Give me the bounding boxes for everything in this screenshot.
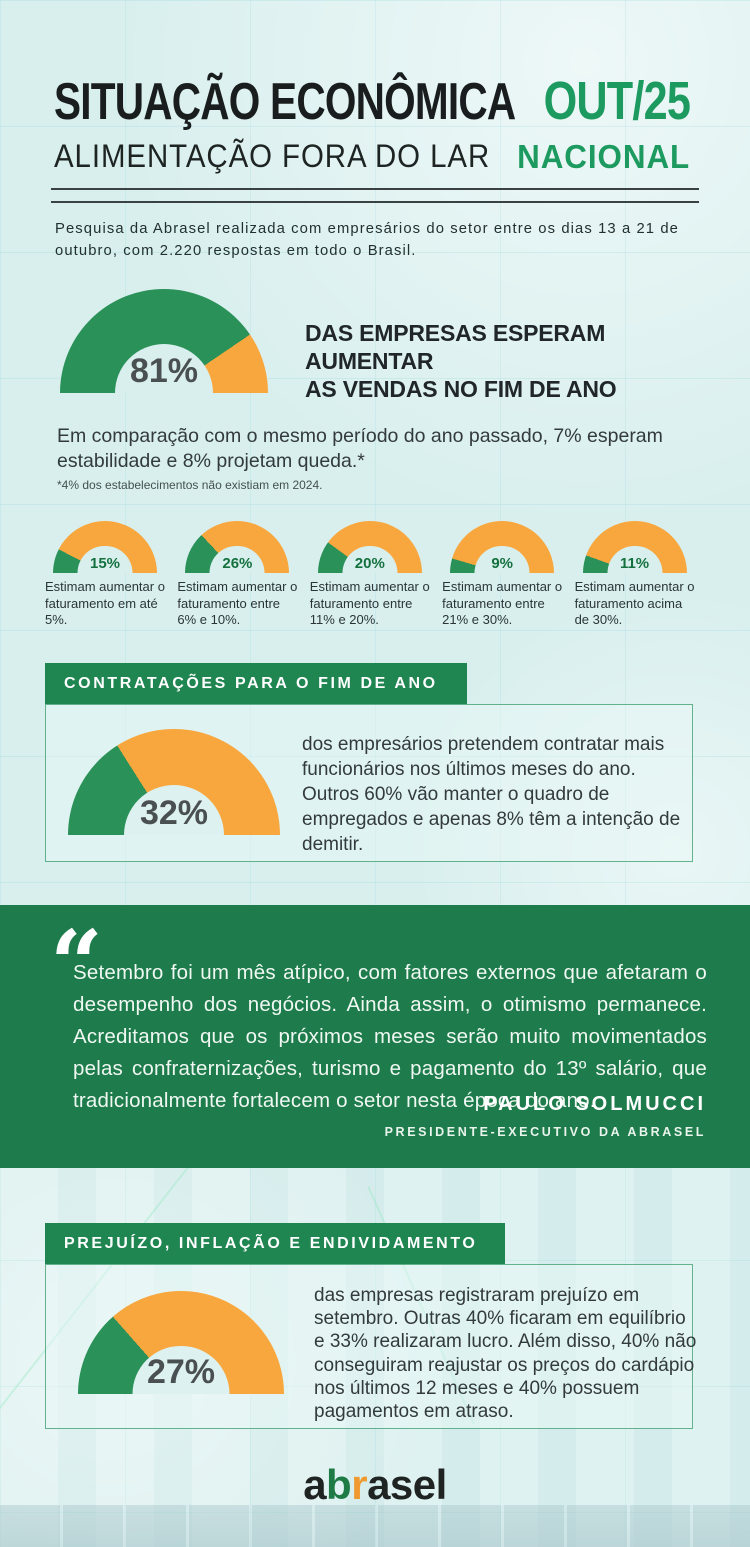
gauge-caption: Estimam aumentar o faturamento acima de … [574,579,695,627]
sales-gauge: 81% [60,289,268,393]
sales-body-text: Em comparação com o mesmo período do ano… [57,425,663,473]
mini-gauge-ate-5: 15% Estimam aumentar o faturamento em at… [45,521,177,629]
divider-line [51,201,699,203]
mini-gauge-acima-30: 11% Estimam aumentar o faturamento acima… [575,521,707,629]
gauge-caption: Estimam aumentar o faturamento entre 21%… [442,579,563,627]
page-title: SITUAÇÃO ECONÔMICA [54,73,516,131]
quote-text: Setembro foi um mês atípico, com fatores… [73,961,707,1112]
gauge-value: 20% [354,555,385,572]
logo-letter: r [351,1461,368,1508]
header-divider [51,188,699,203]
gauge: 26% [185,521,290,573]
quote-mark-icon: “ [50,910,103,1018]
mini-gauge-6-a-10: 26% Estimam aumentar o faturamento entre… [177,521,309,629]
losses-body-text: das empresas registraram prejuízo em set… [314,1285,697,1422]
quote-section: “ Setembro foi um mês atípico, com fator… [0,905,750,1168]
scope-label: NACIONAL [516,138,690,175]
sales-footnote: *4% dos estabelecimentos não existiam em… [57,478,323,492]
logo-letter: a [303,1461,327,1508]
period-label: OUT/25 [543,71,691,131]
mini-gauge-21-a-30: 9% Estimam aumentar o faturamento entre … [442,521,574,629]
sales-headline-line2: AS VENDAS NO FIM DE ANO [305,376,617,403]
quote-author: PAULO SOLMUCCI [483,1093,706,1115]
quote-author-role: PRESIDENTE-EXECUTIVO DA ABRASEL [384,1125,706,1139]
hiring-info-box: 32% dos empresários pretendem contratar … [45,704,693,862]
page-subtitle: ALIMENTAÇÃO FORA DO LAR [54,138,491,174]
sales-gauge-value: 81% [129,352,199,390]
bottom-decorative-strip [0,1505,750,1547]
hiring-gauge: 32% [68,729,280,835]
losses-gauge: 27% [78,1291,284,1394]
gauge-caption: Estimam aumentar o faturamento entre 11%… [309,579,430,627]
sales-headline: DAS EMPRESAS ESPERAM AUMENTAR AS VENDAS … [305,319,735,403]
gauge: 9% [450,521,555,573]
gauge-value: 11% [619,555,650,572]
gauge: 11% [582,521,687,573]
gauge-value: 9% [491,555,514,572]
gauge-value: 15% [89,555,121,572]
mini-gauge-11-a-20: 20% Estimam aumentar o faturamento entre… [310,521,442,629]
divider-line [51,188,699,190]
hiring-section-banner: CONTRATAÇÕES PARA O FIM DE ANO [45,663,467,704]
losses-info-box: 27% das empresas registraram prejuízo em… [45,1264,696,1429]
gauge: 15% [53,521,157,573]
survey-description: Pesquisa da Abrasel realizada com empres… [55,221,680,260]
gauge-caption: Estimam aumentar o faturamento em até 5%… [45,579,165,627]
logo-letters: asel [367,1461,447,1508]
abrasel-logo: abrasel [0,1461,750,1509]
losses-section-banner: PREJUÍZO, INFLAÇÃO E ENDIVIDAMENTO [45,1223,505,1264]
hiring-body-text: dos empresários pretendem contratar mais… [302,734,681,856]
sales-headline-line1: DAS EMPRESAS ESPERAM AUMENTAR [305,320,606,375]
gauge-value: 26% [222,555,253,572]
hiring-gauge-value: 32% [139,794,209,832]
gauge: 20% [317,521,422,573]
revenue-gauges-row: 15% Estimam aumentar o faturamento em at… [45,521,707,629]
losses-gauge-value: 27% [146,1353,216,1391]
logo-letter: b [326,1461,352,1508]
gauge-caption: Estimam aumentar o faturamento entre 6% … [177,579,298,627]
